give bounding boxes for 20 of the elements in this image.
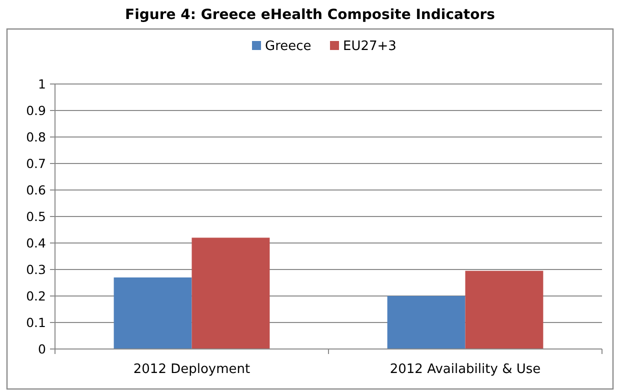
y-tick-label: 0.4 [26, 236, 46, 250]
y-tick-label: 0.6 [26, 182, 46, 198]
y-tick-label: 0.9 [26, 103, 46, 118]
bar [114, 277, 192, 349]
y-tick-label: 0.2 [26, 288, 46, 304]
y-tick-label: 0.5 [26, 209, 46, 224]
legend-label: Greece [265, 39, 312, 54]
x-tick-label: 2012 Availability & Use [390, 362, 541, 377]
chart-title: Figure 4: Greece eHealth Composite Indicators [125, 7, 495, 23]
bar [465, 270, 544, 349]
bar [387, 296, 466, 349]
y-tick-label: 0.3 [26, 262, 46, 277]
y-tick-label: 1 [38, 76, 46, 92]
bar [192, 238, 270, 349]
y-tick-label: 0.7 [26, 156, 46, 171]
y-tick-label: 0 [38, 342, 46, 356]
y-tick-label: 0.8 [26, 130, 46, 144]
legend-label: EU27+3 [343, 39, 396, 54]
x-tick-label: 2012 Deployment [133, 362, 250, 377]
y-tick-label: 0.1 [26, 315, 46, 330]
